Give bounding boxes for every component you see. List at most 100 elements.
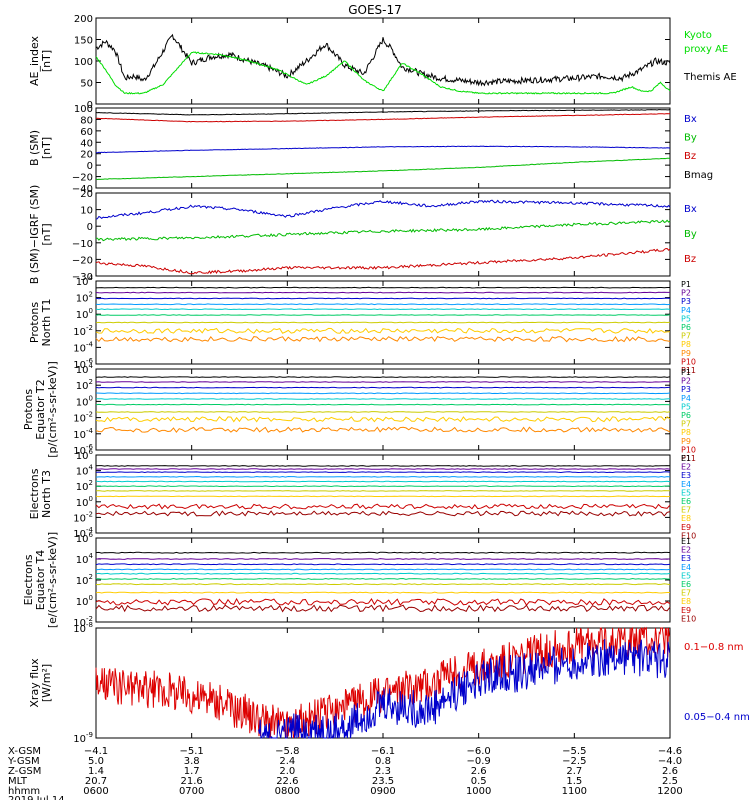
tick-exponent: 2 — [89, 479, 93, 487]
legend-entry: Bx — [684, 204, 697, 215]
y-tick-label: 100 — [76, 495, 93, 509]
series-e7 — [95, 583, 671, 586]
y-axis-label: ProtonsNorth T1 — [28, 299, 53, 347]
series-by — [95, 157, 671, 181]
footer-value: −5.5 — [562, 746, 586, 757]
series-e2 — [95, 558, 671, 560]
series-xray-short — [258, 639, 671, 739]
tick-exponent: 0 — [89, 307, 93, 315]
y-tick-label: 20 — [80, 150, 93, 161]
legend-entry: 0.05−0.4 nm — [684, 712, 750, 723]
legend-entry: P6 — [681, 323, 691, 332]
series-p4 — [95, 303, 671, 306]
footer-row-label: Z-GSM — [8, 766, 41, 777]
footer-value: −4.1 — [84, 746, 108, 757]
legend-entry: P7 — [681, 332, 691, 341]
legend-entry: Themis AE — [683, 72, 737, 83]
legend-entry: P8 — [681, 340, 691, 349]
legend-entry: E3 — [681, 471, 691, 480]
legend-entry: E4 — [681, 563, 691, 572]
tick-exponent: -2 — [86, 510, 93, 518]
series-e5 — [95, 480, 671, 483]
panel-frame — [95, 537, 671, 623]
legend-entry: P3 — [681, 385, 691, 394]
series-themis-ae — [95, 33, 671, 87]
series-p9 — [95, 335, 671, 343]
y-tick-label: 0 — [87, 100, 93, 111]
y-axis-label-line: [nT] — [40, 223, 53, 245]
series-bx — [95, 199, 671, 220]
panel-3: 20 10 0 −10 −20 −30 B (SM)−IGRF (SM)[nT] Bx By Bz — [28, 185, 697, 285]
footer-value: 1100 — [562, 786, 587, 797]
y-tick-label: 100 — [74, 57, 93, 68]
tick-exponent: 4 — [89, 552, 94, 560]
y-tick-label: 100 — [76, 394, 93, 408]
tick-exponent: -8 — [86, 621, 93, 629]
footer-value: −6.1 — [371, 746, 395, 757]
panel-8: 10-8 10-9 Xray flux[W/m²] 0.1−0.8 nm 0.05−0.… — [28, 621, 750, 745]
series-e6 — [95, 577, 670, 580]
legend-entry: E1 — [681, 454, 691, 463]
footer-value: −2.5 — [562, 756, 586, 767]
y-tick-label: −30 — [72, 272, 93, 283]
y-tick-label: −10 — [72, 239, 93, 250]
footer-row-label: hhmm — [8, 786, 40, 797]
tick-exponent: -2 — [86, 324, 93, 332]
y-tick-label: 0 — [87, 161, 93, 172]
legend-entry: P1 — [681, 368, 691, 377]
tick-exponent: -4 — [86, 340, 94, 348]
footer-value: 2.0 — [279, 766, 295, 777]
legend-entry: Bmag — [684, 170, 713, 181]
panel-frame — [95, 454, 671, 534]
series-p8 — [95, 327, 671, 334]
series-e8 — [95, 495, 671, 498]
y-axis-label-line: Electrons — [28, 468, 41, 519]
series-e6 — [95, 485, 671, 488]
tick-exponent: 0 — [89, 394, 93, 402]
y-axis-label: ElectronsEquator T4[e/(cm²-s-sr-keV)] — [22, 532, 59, 628]
legend-entry: By — [684, 229, 697, 240]
legend-entry: E7 — [681, 506, 691, 515]
series-p7 — [95, 411, 671, 413]
series-p2 — [95, 381, 670, 383]
y-tick-label: −20 — [72, 173, 93, 184]
series-e3 — [95, 471, 671, 474]
legend-entry: P6 — [681, 411, 691, 420]
tick-exponent: -9 — [86, 731, 93, 739]
series-p5 — [95, 398, 671, 400]
legend-entry: P8 — [681, 428, 691, 437]
panel-frame — [95, 192, 671, 277]
y-tick-label: 104 — [76, 552, 94, 566]
legend-entry: E10 — [681, 614, 696, 623]
footer-value: 23.5 — [372, 776, 394, 787]
legend-entry: 0.1−0.8 nm — [684, 642, 743, 653]
y-axis-label-line: [nT] — [40, 50, 53, 72]
y-axis-label-line: North T3 — [40, 470, 53, 518]
y-tick-label: 20 — [80, 189, 93, 200]
series-e9 — [95, 597, 671, 606]
y-axis-label: ElectronsNorth T3 — [28, 468, 53, 519]
footer-value: 0.8 — [375, 756, 391, 767]
series-xray-long — [95, 626, 671, 739]
series-p3 — [95, 386, 671, 389]
footer-row-label: MLT — [8, 776, 28, 787]
y-axis-label-line: Electrons — [22, 554, 35, 605]
series-p8 — [95, 416, 671, 423]
y-tick-label: 100 — [74, 104, 93, 115]
y-tick-label: 106 — [76, 448, 94, 462]
y-axis-label: B (SM)[nT] — [28, 130, 53, 166]
legend-entry: E2 — [681, 546, 691, 555]
series-p6 — [95, 314, 671, 316]
tick-exponent: 2 — [89, 573, 93, 581]
footer-value: 2.4 — [279, 756, 295, 767]
series-p9 — [95, 426, 671, 434]
y-axis-label-line: AE_index — [28, 35, 41, 86]
y-tick-label: 104 — [76, 464, 94, 478]
series-p1 — [95, 376, 671, 378]
tick-exponent: -6 — [86, 357, 94, 365]
y-tick-label: 80 — [80, 115, 93, 126]
y-tick-label: 10-8 — [73, 621, 93, 635]
